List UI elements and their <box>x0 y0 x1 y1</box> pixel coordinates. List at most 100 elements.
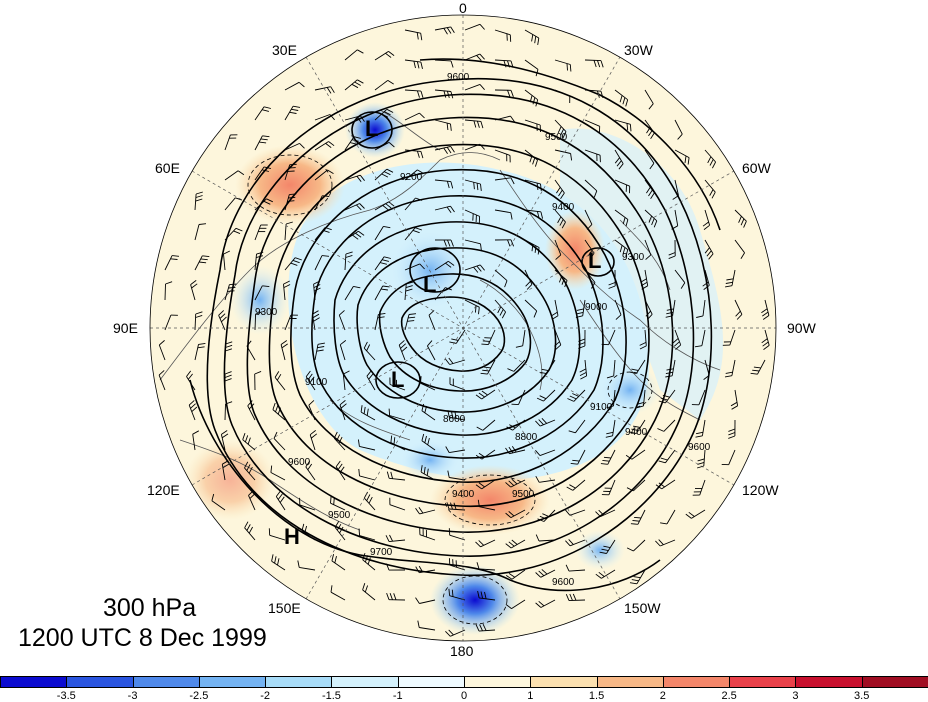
wind-barb-flag <box>445 287 452 291</box>
dashed-ring <box>442 575 508 625</box>
wind-barb-flag <box>366 370 372 377</box>
wind-barb-flag <box>605 435 613 438</box>
wind-barb-flag <box>763 345 770 350</box>
wind-barb <box>449 564 466 571</box>
wind-barb <box>275 496 286 511</box>
wind-barb-flag <box>453 502 457 510</box>
wind-barb <box>464 143 481 151</box>
wind-barb-flag <box>572 459 580 462</box>
wind-barb-flag <box>515 345 523 348</box>
wind-barb-flag <box>336 523 342 531</box>
wind-barb <box>284 223 287 241</box>
wind-barb <box>194 224 200 241</box>
meridian-150 <box>305 56 621 600</box>
wind-barb-flag <box>507 368 514 372</box>
wind-barb-flag <box>383 256 392 259</box>
wind-barb <box>272 409 286 421</box>
wind-barb <box>284 257 296 271</box>
wind-barb <box>246 345 256 361</box>
wind-barb-flag <box>629 582 637 585</box>
contour-label: 9500 <box>512 489 535 500</box>
wind-barb-flag <box>568 539 574 545</box>
wind-barb-flag <box>417 620 420 628</box>
wind-barb-flag <box>349 142 357 145</box>
wind-barb-flag <box>702 281 709 287</box>
wind-barb-flag <box>381 113 389 118</box>
wind-barb-flag <box>362 583 366 591</box>
wind-barb-flag <box>400 343 407 349</box>
wind-barb-flag <box>386 471 390 479</box>
wind-barb-flag <box>413 61 416 69</box>
wind-barb <box>554 119 567 132</box>
wind-barb-flag <box>295 257 302 261</box>
wind-barb <box>273 438 286 451</box>
wind-barb-flag <box>600 91 604 99</box>
wind-barb <box>389 477 406 481</box>
wind-barb-flag <box>445 446 450 453</box>
wind-barb <box>254 166 265 181</box>
wind-barb-flag <box>276 373 282 381</box>
wind-barb-flag <box>448 629 454 636</box>
wind-barb-flag <box>539 371 547 375</box>
wind-barb-flag <box>482 340 490 342</box>
wind-barb-flag <box>510 177 515 185</box>
wind-barb <box>344 49 358 61</box>
wind-barb-flag <box>270 465 273 473</box>
wind-barb-flag <box>451 338 459 341</box>
wind-barb <box>554 179 565 194</box>
wind-barb-flag <box>327 169 334 174</box>
wind-barb <box>701 329 706 346</box>
wind-barb-flag <box>687 157 690 165</box>
lon-label-30w: 30W <box>624 42 653 58</box>
wind-barb-flag <box>703 285 710 290</box>
wind-barb <box>614 299 622 315</box>
wind-barb-flag <box>325 143 332 148</box>
wind-barb <box>254 313 257 331</box>
wind-barb-flag <box>501 311 506 319</box>
wind-barb <box>389 384 406 391</box>
wind-barb-flag <box>229 283 237 286</box>
colorbar-tick-label: -2.5 <box>189 690 209 702</box>
wind-barb <box>194 255 203 271</box>
wind-barb <box>608 329 616 345</box>
contour-ring <box>400 296 506 372</box>
wind-barb-flag <box>263 200 271 205</box>
wind-barb-flag <box>641 285 648 290</box>
wind-barb-flag <box>218 310 225 316</box>
wind-barb-flag <box>507 60 510 68</box>
wind-barb-flag <box>195 191 203 195</box>
colorbar-tick-label: -3 <box>127 690 138 702</box>
wind-barb-flag <box>285 221 293 225</box>
wind-barb-flag <box>503 60 507 68</box>
wind-barb-flag <box>507 90 511 97</box>
wind-barb <box>644 329 647 346</box>
wind-barb-flag <box>283 280 290 285</box>
wind-barb <box>464 209 480 217</box>
wind-barb-flag <box>287 200 295 202</box>
wind-barb <box>607 449 616 465</box>
wind-barb <box>374 80 389 91</box>
wind-barb <box>363 347 376 361</box>
wind-barb-flag <box>738 216 742 223</box>
wind-barb-flag <box>648 129 653 137</box>
wind-barb-flag <box>331 553 335 562</box>
wind-barb-flag <box>480 243 482 251</box>
wind-barb-flag <box>335 460 341 467</box>
wind-barb <box>479 506 496 511</box>
wind-barb <box>342 374 346 391</box>
wind-barb-flag <box>537 518 545 522</box>
wind-barb-flag <box>506 426 513 431</box>
wind-barb-flag <box>668 255 676 260</box>
wind-barb-flag <box>537 37 540 45</box>
contour-ring <box>333 221 581 436</box>
wind-barb-flag <box>476 55 482 61</box>
contour-label: 9100 <box>305 377 328 388</box>
wind-barb-flag <box>557 216 562 224</box>
wind-barb-flag <box>338 436 343 444</box>
contour-ring <box>206 78 713 577</box>
wind-barb <box>481 479 496 490</box>
wind-barb <box>224 227 237 241</box>
wind-barb-flag <box>725 371 733 374</box>
wind-barb-flag <box>359 203 365 209</box>
